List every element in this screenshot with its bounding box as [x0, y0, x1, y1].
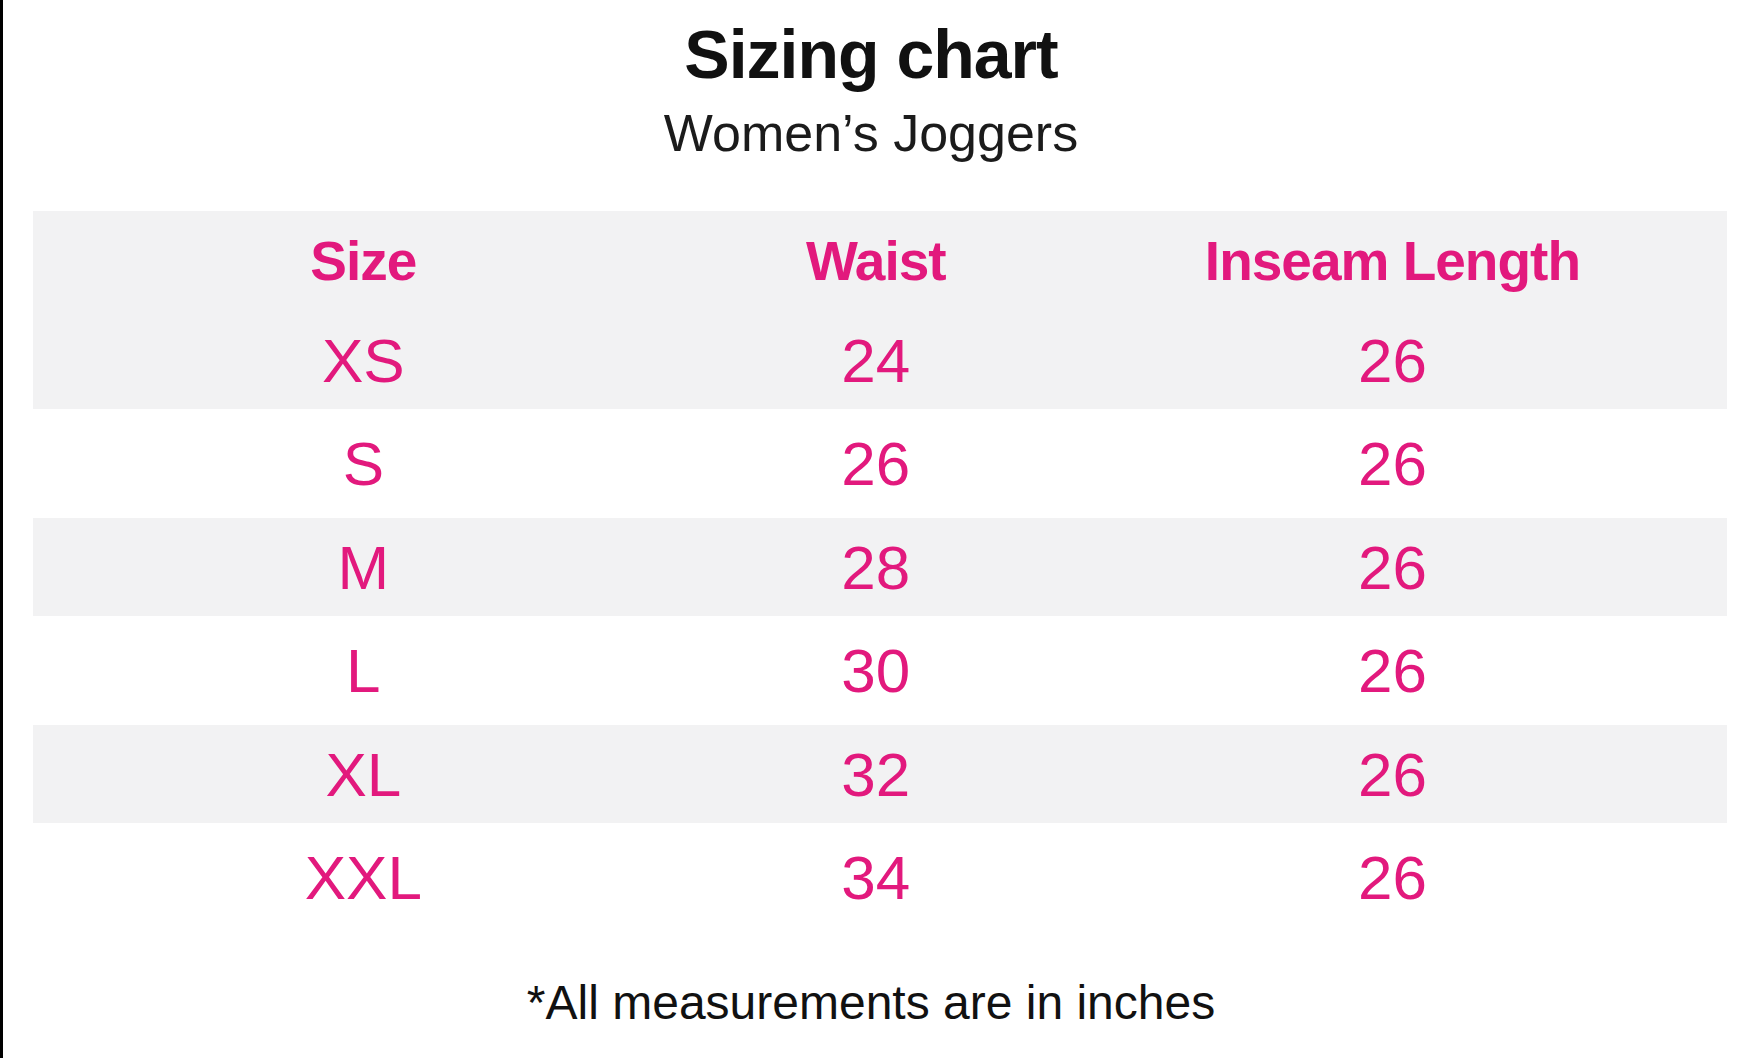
sizing-chart-page: Sizing chart Women’s Joggers Size Waist … — [0, 0, 1742, 1058]
inseam-cell: 26 — [1058, 739, 1727, 810]
inseam-cell: 26 — [1058, 428, 1727, 499]
table-row: XS 24 26 — [33, 311, 1727, 409]
table-row: XL 32 26 — [33, 725, 1727, 823]
size-cell: XS — [33, 325, 694, 396]
inseam-cell: 26 — [1058, 842, 1727, 913]
table-row: XXL 34 26 — [33, 823, 1727, 932]
waist-cell: 32 — [694, 739, 1058, 810]
waist-cell: 24 — [694, 325, 1058, 396]
table-row: M 28 26 — [33, 518, 1727, 616]
column-header-inseam-length: Inseam Length — [1058, 229, 1727, 293]
size-cell: M — [33, 532, 694, 603]
page-title: Sizing chart — [0, 20, 1742, 88]
table-header-row: Size Waist Inseam Length — [33, 211, 1727, 311]
waist-cell: 26 — [694, 428, 1058, 499]
column-header-size: Size — [33, 229, 694, 293]
table-row: L 30 26 — [33, 616, 1727, 725]
waist-cell: 28 — [694, 532, 1058, 603]
column-header-waist: Waist — [694, 229, 1058, 293]
sizing-table: Size Waist Inseam Length XS 24 26 S 26 2… — [33, 211, 1727, 932]
inseam-cell: 26 — [1058, 325, 1727, 396]
waist-cell: 34 — [694, 842, 1058, 913]
size-cell: S — [33, 428, 694, 499]
size-cell: XXL — [33, 842, 694, 913]
waist-cell: 30 — [694, 635, 1058, 706]
inseam-cell: 26 — [1058, 532, 1727, 603]
size-cell: XL — [33, 739, 694, 810]
page-subtitle: Women’s Joggers — [0, 104, 1742, 162]
inseam-cell: 26 — [1058, 635, 1727, 706]
size-cell: L — [33, 635, 694, 706]
measurements-note: *All measurements are in inches — [0, 975, 1742, 1031]
table-row: S 26 26 — [33, 409, 1727, 518]
